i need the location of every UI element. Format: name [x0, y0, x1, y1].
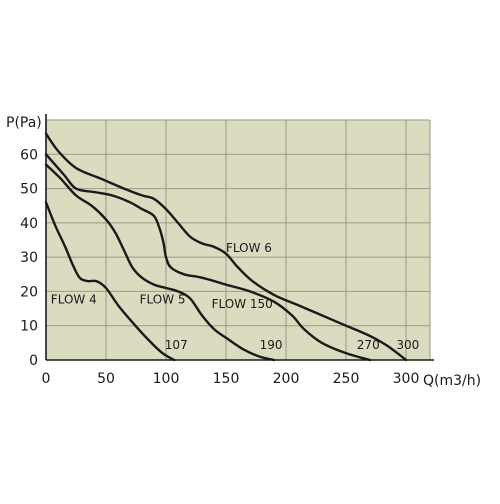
- series-line-flow-5: [44, 163, 276, 362]
- x-tick-label: 300: [393, 371, 420, 387]
- axes: [45, 114, 434, 361]
- annotation-label: FLOW 5: [140, 292, 186, 306]
- annotation-label: 190: [260, 338, 283, 352]
- annotation-label: 300: [396, 338, 419, 352]
- series-line-flow-4: [44, 201, 176, 362]
- annotation-label: FLOW 6: [226, 241, 272, 255]
- annotation-label: FLOW 4: [51, 292, 97, 306]
- x-tick-label: 150: [213, 371, 240, 387]
- y-tick-label: 0: [29, 353, 38, 369]
- y-tick-label: 10: [20, 319, 38, 335]
- y-tick-label: 30: [20, 250, 38, 266]
- x-tick-label: 100: [153, 371, 180, 387]
- x-tick-label: 250: [333, 371, 360, 387]
- y-tick-label: 60: [20, 147, 38, 163]
- x-tick-label: 200: [273, 371, 300, 387]
- y-tick-label: 50: [20, 182, 38, 198]
- annotation-label: 107: [165, 338, 188, 352]
- annotations: FLOW 4 FLOW 5 FLOW 150 FLOW 6 107 190 270 300: [51, 241, 420, 352]
- y-axis-label: P(Pa): [6, 115, 42, 131]
- series-line-flow-6: [44, 132, 408, 362]
- series-line-flow-150: [44, 153, 372, 362]
- tick-labels: 0 50 100 150 200 250 300 0 10 20 30 40 50 60: [20, 147, 419, 387]
- annotation-label: FLOW 150: [212, 297, 273, 311]
- series-layer: [44, 132, 408, 362]
- y-tick-label: 20: [20, 284, 38, 300]
- x-tick-label: 0: [42, 371, 51, 387]
- plot-background: [46, 120, 430, 360]
- y-tick-label: 40: [20, 216, 38, 232]
- x-tick-label: 50: [97, 371, 115, 387]
- x-axis-label: Q(m3/h): [423, 373, 481, 389]
- annotation-label: 270: [357, 338, 380, 352]
